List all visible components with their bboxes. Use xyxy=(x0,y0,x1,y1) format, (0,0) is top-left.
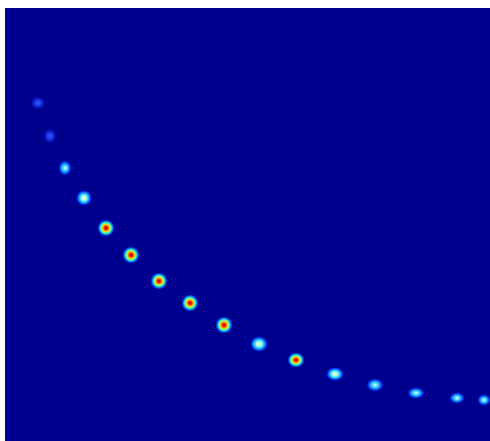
spot xyxy=(150,272,168,290)
spot xyxy=(449,392,465,404)
spot xyxy=(181,294,199,312)
page: Intensity image {} html, body { margin: … xyxy=(0,0,490,441)
spot xyxy=(287,352,305,368)
page-body xyxy=(0,0,490,441)
spot xyxy=(326,367,344,381)
spot xyxy=(366,378,384,392)
intensity-image xyxy=(0,0,490,441)
image-background xyxy=(5,8,490,441)
spot xyxy=(97,219,115,237)
spot xyxy=(43,128,57,144)
spot xyxy=(250,336,268,352)
spot xyxy=(122,246,140,264)
spot xyxy=(407,387,425,399)
spot xyxy=(76,190,92,206)
spot xyxy=(30,96,46,110)
spot xyxy=(215,316,233,334)
spot xyxy=(58,160,72,176)
